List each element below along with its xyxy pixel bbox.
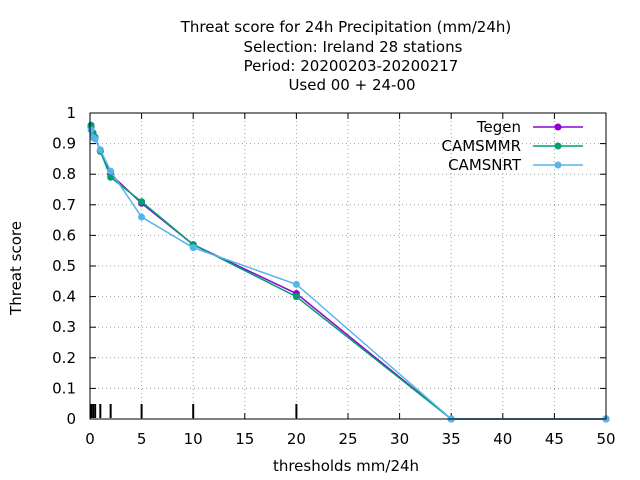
x-tick-label: 30 xyxy=(390,430,409,448)
y-tick-label: 0.5 xyxy=(52,257,76,275)
data-point xyxy=(96,146,104,154)
y-tick-label: 1 xyxy=(66,104,76,122)
series-line xyxy=(90,125,606,420)
series-camsnrt xyxy=(87,126,610,423)
x-tick-label: 25 xyxy=(338,430,357,448)
data-point xyxy=(189,244,197,252)
title-line-2: Selection: Ireland 28 stations xyxy=(244,38,463,56)
y-tick-label: 0.9 xyxy=(52,135,76,153)
x-tick-label: 15 xyxy=(235,430,254,448)
x-tick-label: 0 xyxy=(85,430,95,448)
x-tick-label: 50 xyxy=(596,430,615,448)
legend-label: CAMSMMR xyxy=(441,137,521,155)
y-tick-label: 0.6 xyxy=(52,226,76,244)
data-point xyxy=(87,126,95,134)
data-series xyxy=(87,121,610,423)
x-tick-label: 35 xyxy=(442,430,461,448)
chart-title: Threat score for 24h Precipitation (mm/2… xyxy=(180,18,512,94)
data-point xyxy=(107,173,115,181)
x-axis-label: thresholds mm/24h xyxy=(273,457,419,475)
y-tick-label: 0.3 xyxy=(52,318,76,336)
title-line-3: Period: 20200203-20200217 xyxy=(244,57,459,75)
legend-swatch-point xyxy=(554,142,562,150)
y-tick-label: 0.7 xyxy=(52,196,76,214)
x-tick-label: 45 xyxy=(545,430,564,448)
plot-grid xyxy=(90,113,606,419)
y-tick-label: 0.1 xyxy=(52,379,76,397)
title-line-4: Used 00 + 24-00 xyxy=(288,76,415,94)
y-tick-label: 0.4 xyxy=(52,288,76,306)
series-line xyxy=(90,126,606,420)
plot-frame xyxy=(89,112,607,420)
x-tick-label: 20 xyxy=(287,430,306,448)
data-point xyxy=(138,198,146,206)
data-point xyxy=(292,293,300,301)
legend-swatch-point xyxy=(554,123,562,131)
data-point xyxy=(138,213,146,221)
data-point xyxy=(292,280,300,288)
y-tick-label: 0 xyxy=(66,410,76,428)
x-tick-labels: 0 5 10 15 20 25 30 35 40 45 50 xyxy=(85,430,615,448)
data-point xyxy=(91,135,99,143)
x-tick-label: 5 xyxy=(137,430,147,448)
threshold-markers xyxy=(90,404,298,418)
series-camsmmr xyxy=(87,121,610,423)
y-axis-label: Threat score xyxy=(7,221,25,316)
x-tick-label: 10 xyxy=(184,430,203,448)
legend-label: CAMSNRT xyxy=(448,156,522,174)
title-line-1: Threat score for 24h Precipitation (mm/2… xyxy=(180,18,512,36)
y-tick-label: 0.8 xyxy=(52,165,76,183)
legend-label: Tegen xyxy=(476,118,521,136)
y-tick-label: 0.2 xyxy=(52,349,76,367)
data-point xyxy=(107,167,115,175)
y-tick-labels: 0 0.1 0.2 0.3 0.4 0.5 0.6 0.7 0.8 0.9 1 xyxy=(52,104,76,428)
series-tegen xyxy=(87,123,610,423)
series-line xyxy=(90,129,606,420)
x-tick-label: 40 xyxy=(493,430,512,448)
legend-swatch-point xyxy=(554,161,562,169)
